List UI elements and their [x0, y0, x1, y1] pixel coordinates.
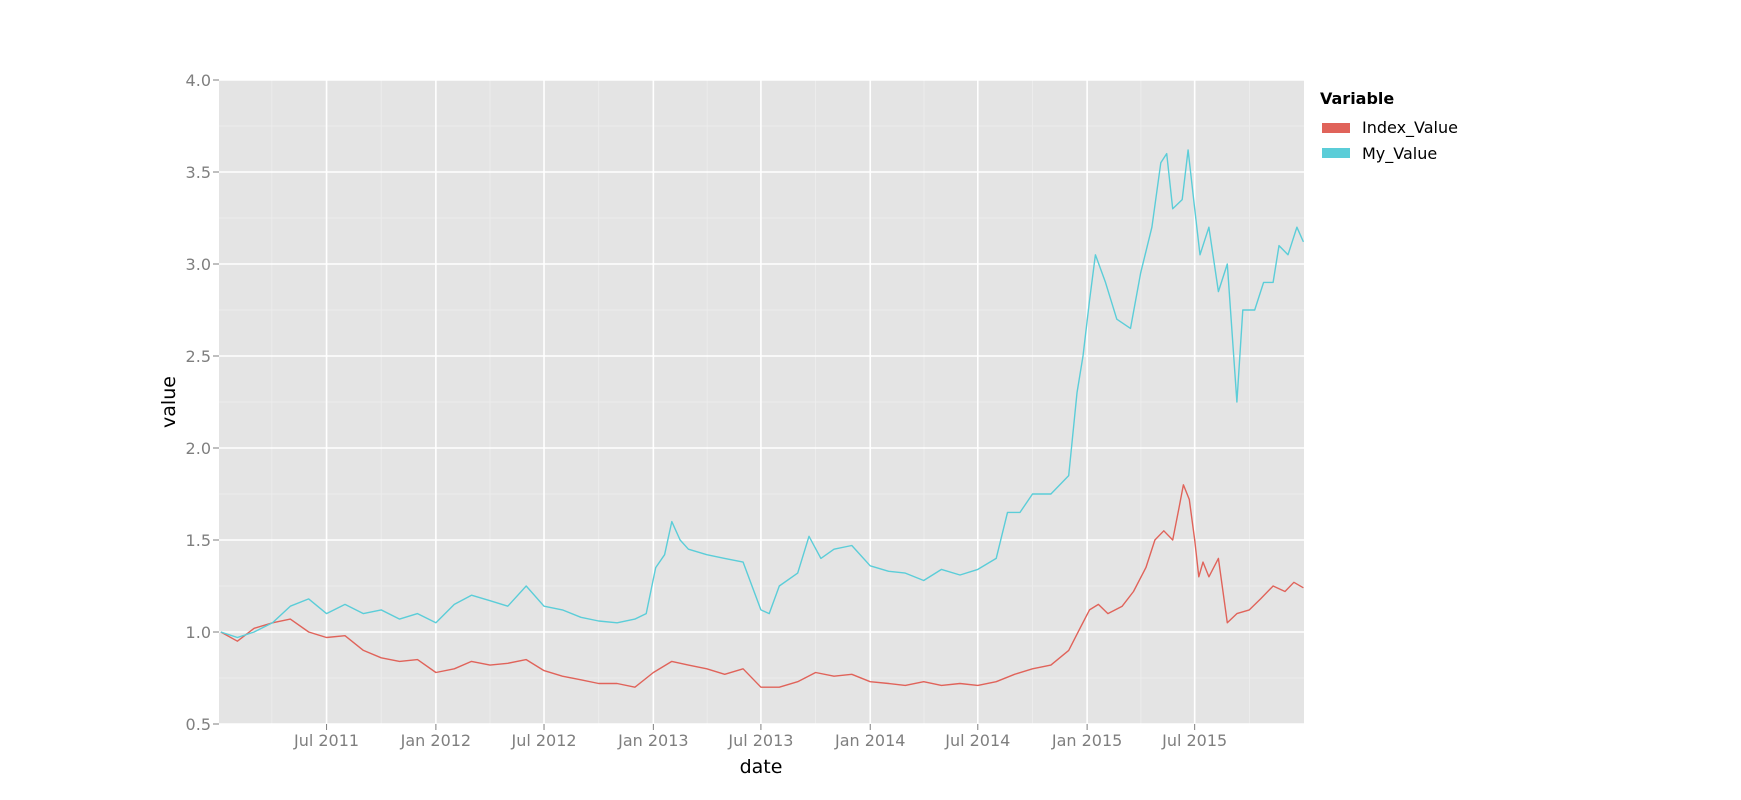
legend-item-my-value: My_Value	[1322, 144, 1437, 164]
x-tick-label: Jul 2015	[1161, 731, 1227, 750]
series-line-index-value	[220, 484, 1304, 688]
x-tick-label: Jul 2014	[944, 731, 1010, 750]
x-axis-title: date	[740, 756, 783, 778]
legend-label: Index_Value	[1362, 118, 1458, 138]
x-tick-label: Jul 2011	[293, 731, 359, 750]
x-axis: Jul 2011 Jan 2012 Jul 2012 Jan 2013 Jul 2013…	[293, 724, 1227, 750]
y-tick-label: 0.5	[186, 715, 211, 734]
y-tick-label: 2.5	[186, 347, 211, 366]
x-tick-label: Jan 2014	[834, 731, 905, 750]
y-tick-label: 2.0	[186, 439, 211, 458]
y-axis-title: value	[158, 376, 180, 428]
y-tick-label: 4.0	[186, 71, 211, 90]
legend: Variable Index_Value My_Value	[1320, 89, 1458, 164]
legend-title: Variable	[1320, 89, 1394, 108]
major-grid	[219, 79, 1304, 725]
legend-swatch	[1322, 123, 1350, 133]
x-tick-label: Jul 2013	[727, 731, 793, 750]
y-tick-label: 1.0	[186, 623, 211, 642]
y-axis: 0.5 1.0 1.5 2.0 2.5 3.0 3.5 4.0	[186, 71, 219, 734]
x-tick-label: Jan 2013	[617, 731, 688, 750]
y-tick-label: 3.5	[186, 163, 211, 182]
legend-label: My_Value	[1362, 144, 1437, 164]
series-line-my-value	[220, 149, 1305, 639]
x-tick-label: Jan 2015	[1051, 731, 1122, 750]
x-tick-label: Jul 2012	[510, 731, 576, 750]
legend-item-index-value: Index_Value	[1322, 118, 1458, 138]
series-layer	[220, 149, 1305, 688]
y-tick-label: 1.5	[186, 531, 211, 550]
x-tick-label: Jan 2012	[400, 731, 471, 750]
legend-swatch	[1322, 148, 1350, 158]
y-tick-label: 3.0	[186, 255, 211, 274]
